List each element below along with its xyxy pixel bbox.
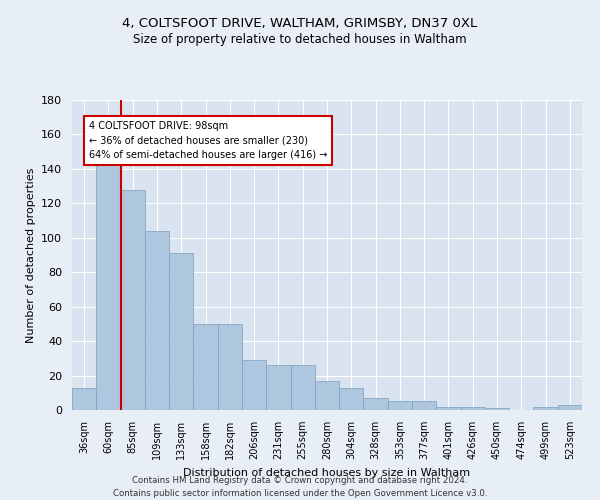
Bar xyxy=(388,402,412,410)
Bar xyxy=(412,402,436,410)
Bar xyxy=(558,405,582,410)
Bar xyxy=(436,406,461,410)
Text: 4, COLTSFOOT DRIVE, WALTHAM, GRIMSBY, DN37 0XL: 4, COLTSFOOT DRIVE, WALTHAM, GRIMSBY, DN… xyxy=(122,18,478,30)
Bar xyxy=(461,406,485,410)
Bar xyxy=(242,360,266,410)
Bar xyxy=(145,231,169,410)
Bar xyxy=(169,254,193,410)
Bar xyxy=(339,388,364,410)
Bar xyxy=(364,398,388,410)
Y-axis label: Number of detached properties: Number of detached properties xyxy=(26,168,35,342)
Bar xyxy=(315,380,339,410)
Bar xyxy=(72,388,96,410)
Text: Contains HM Land Registry data © Crown copyright and database right 2024.
Contai: Contains HM Land Registry data © Crown c… xyxy=(113,476,487,498)
Text: Size of property relative to detached houses in Waltham: Size of property relative to detached ho… xyxy=(133,32,467,46)
Bar xyxy=(121,190,145,410)
Text: 4 COLTSFOOT DRIVE: 98sqm
← 36% of detached houses are smaller (230)
64% of semi-: 4 COLTSFOOT DRIVE: 98sqm ← 36% of detach… xyxy=(89,120,327,160)
Bar xyxy=(193,324,218,410)
Bar xyxy=(533,406,558,410)
X-axis label: Distribution of detached houses by size in Waltham: Distribution of detached houses by size … xyxy=(184,468,470,477)
Bar xyxy=(485,408,509,410)
Bar xyxy=(266,365,290,410)
Bar xyxy=(218,324,242,410)
Bar xyxy=(96,154,121,410)
Bar xyxy=(290,365,315,410)
